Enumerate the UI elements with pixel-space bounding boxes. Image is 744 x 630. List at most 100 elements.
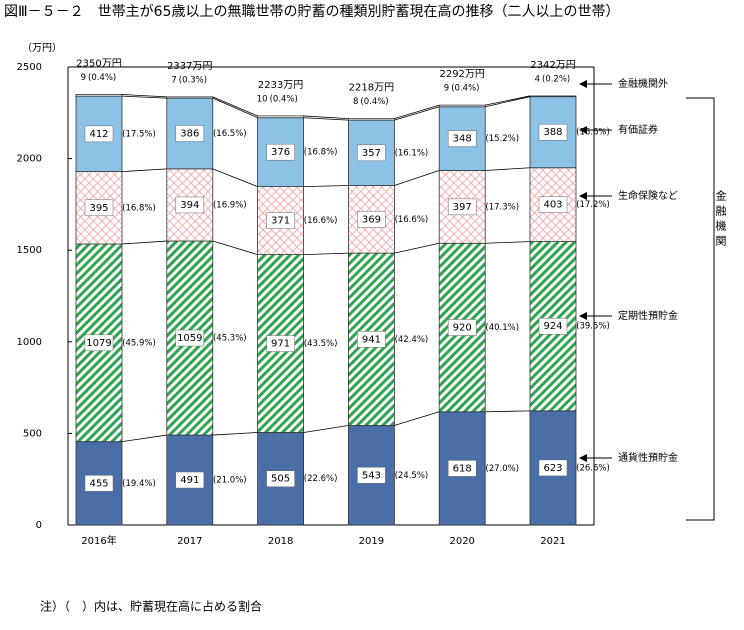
bar-segment <box>257 115 305 119</box>
connector <box>212 168 258 188</box>
connector <box>121 434 167 443</box>
value-label-box <box>357 144 386 162</box>
connector <box>394 411 440 426</box>
value-label: 491 <box>180 475 199 486</box>
value-label: 388 <box>543 127 562 138</box>
value-label-box <box>266 212 295 229</box>
value-label: 10 <box>257 94 268 104</box>
value-label: 412 <box>89 129 108 140</box>
connector <box>303 117 349 121</box>
value-label: 1059 <box>177 333 202 344</box>
connector <box>394 106 440 121</box>
share-label: (0.4%) <box>270 94 298 104</box>
bar-segment <box>438 104 486 108</box>
connector <box>303 115 349 120</box>
total-label: 2342万円 <box>530 60 575 71</box>
value-label-box <box>266 470 295 487</box>
y-axis-label: （万円） <box>22 42 62 54</box>
share-label: (16.9%) <box>213 200 247 210</box>
x-tick-label: 2017 <box>177 536 202 547</box>
value-label: 394 <box>180 200 199 211</box>
legend-label: 金融機関外 <box>618 77 668 90</box>
connector <box>212 96 258 117</box>
connector <box>485 96 531 108</box>
share-label: (24.5%) <box>395 471 429 481</box>
share-label: (17.2%) <box>576 200 610 210</box>
share-label: (42.4%) <box>395 335 429 345</box>
share-label: (22.6%) <box>304 474 338 484</box>
share-label: (40.1%) <box>485 323 519 333</box>
share-label: (26.6%) <box>576 463 610 473</box>
value-label-box <box>175 125 205 142</box>
bar-segment <box>347 118 395 121</box>
connector <box>212 97 258 119</box>
value-label-box <box>175 471 205 489</box>
value-label: 618 <box>453 463 472 474</box>
x-tick-label: 2016年 <box>81 534 116 547</box>
bar-segment <box>166 96 214 99</box>
value-label-box <box>84 475 114 492</box>
total-label: 2218万円 <box>349 83 394 94</box>
value-label: 397 <box>453 202 472 213</box>
y-tick-label: 500 <box>23 428 42 439</box>
connector <box>212 240 258 255</box>
total-label: 2292万円 <box>439 69 484 80</box>
value-label-box <box>357 331 386 348</box>
connector <box>121 94 167 98</box>
group-label: 金融機関 <box>714 189 727 250</box>
value-label: 386 <box>180 129 199 140</box>
connector <box>485 410 531 413</box>
connector <box>485 95 531 106</box>
connector <box>394 104 440 120</box>
share-label: (0.4%) <box>451 84 479 94</box>
share-label: (16.8%) <box>304 148 338 158</box>
x-tick-label: 2018 <box>268 536 293 547</box>
x-tick-label: 2020 <box>449 536 474 547</box>
value-label: 371 <box>271 216 290 227</box>
value-label: 7 <box>171 75 176 85</box>
share-label: (0.4%) <box>88 73 116 83</box>
value-label: 357 <box>362 148 381 159</box>
value-label: 455 <box>89 478 108 489</box>
share-label: (16.6%) <box>576 128 610 138</box>
share-label: (0.2%) <box>542 74 570 84</box>
value-label-box <box>447 198 477 216</box>
y-tick-label: 2000 <box>17 154 42 165</box>
value-label-box <box>447 130 477 147</box>
value-label-box <box>357 211 386 228</box>
legend-label: 生命保険など <box>618 189 678 202</box>
value-label: 403 <box>543 200 562 211</box>
value-label-box <box>538 317 568 335</box>
value-label: 395 <box>89 203 108 214</box>
value-label: 971 <box>271 339 290 350</box>
share-label: (21.0%) <box>213 476 247 486</box>
value-label: 4 <box>535 74 540 84</box>
share-label: (27.0%) <box>485 464 519 474</box>
value-label: 369 <box>362 214 381 225</box>
connector <box>121 95 167 99</box>
value-label-box <box>538 123 568 141</box>
value-label: 9 <box>444 84 449 94</box>
value-label: 348 <box>453 134 472 145</box>
value-label-box <box>447 460 477 477</box>
legend-label: 通貨性預貯金 <box>618 451 678 464</box>
share-label: (16.6%) <box>304 216 338 226</box>
x-tick-label: 2021 <box>540 536 565 547</box>
value-label: 924 <box>543 321 562 332</box>
note: 注）（ ）内は、貯蓄現在高に占める割合 <box>40 599 262 614</box>
value-label-box <box>84 125 114 143</box>
value-label-box <box>84 199 114 217</box>
value-label: 543 <box>362 470 381 481</box>
value-label-box <box>175 329 205 347</box>
share-label: (43.5%) <box>304 339 338 349</box>
connector <box>394 170 440 186</box>
value-label: 9 <box>81 73 86 83</box>
connector <box>394 242 440 254</box>
y-tick-label: 2500 <box>17 62 42 73</box>
total-label: 2233万円 <box>258 80 303 91</box>
bar-segment <box>75 94 123 97</box>
connector <box>303 185 349 188</box>
share-label: (16.1%) <box>395 148 429 158</box>
